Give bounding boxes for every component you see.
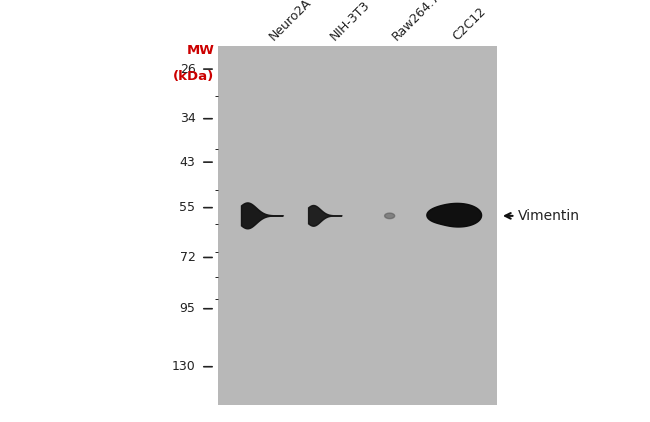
Text: 130: 130	[172, 360, 196, 373]
Text: 34: 34	[179, 112, 196, 125]
Polygon shape	[242, 203, 283, 229]
Text: 95: 95	[179, 302, 196, 315]
Text: 26: 26	[179, 62, 196, 76]
Text: Vimentin: Vimentin	[518, 209, 580, 223]
Text: 72: 72	[179, 251, 196, 264]
Polygon shape	[385, 213, 395, 219]
Polygon shape	[427, 203, 482, 227]
Text: NIH-3T3: NIH-3T3	[328, 0, 373, 43]
Polygon shape	[309, 206, 342, 226]
Text: C2C12: C2C12	[450, 5, 488, 43]
Text: (kDa): (kDa)	[174, 70, 214, 83]
Text: 55: 55	[179, 201, 196, 214]
Text: Neuro2A: Neuro2A	[266, 0, 314, 43]
Text: MW: MW	[187, 44, 214, 57]
Text: Raw264.7: Raw264.7	[389, 0, 443, 43]
Text: 43: 43	[179, 156, 196, 169]
